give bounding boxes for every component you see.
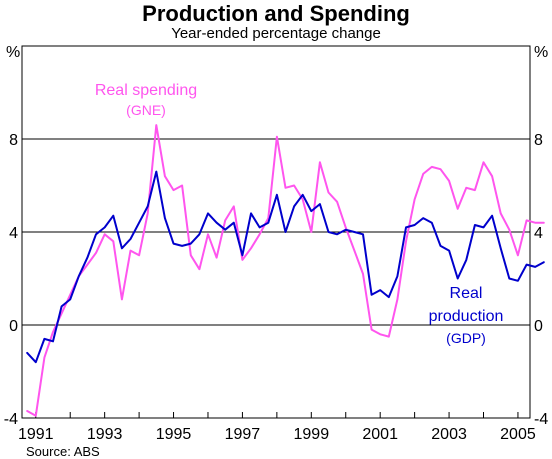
y-tick-label-right: -4	[534, 411, 548, 428]
chart-subtitle: Year-ended percentage change	[171, 25, 381, 42]
x-tick-label: 2001	[362, 426, 398, 443]
y-unit-right: %	[534, 44, 548, 61]
x-tick-label: 1993	[87, 426, 123, 443]
series-label-gne: Real spending	[95, 82, 197, 99]
x-tick-label: 1999	[294, 426, 330, 443]
series-line-gdp	[26, 170, 545, 364]
y-tick-label-left: 4	[9, 225, 18, 242]
y-tick-label-right: 4	[534, 225, 543, 242]
series-layer	[26, 124, 545, 417]
y-tick-labels-right: -4 0 4 8	[534, 132, 548, 428]
x-tick-label: 2003	[431, 426, 467, 443]
series-label-gdp-line2: production	[429, 308, 504, 325]
x-tick-marks	[35, 412, 519, 418]
y-tick-label-right: 8	[534, 132, 543, 149]
series-sublabel-gne: (GNE)	[126, 102, 166, 118]
y-unit-left: %	[6, 44, 20, 61]
y-tick-labels-left: -4 0 4 8	[4, 132, 18, 428]
x-tick-labels: 1991 1993 1995 1997 1999 2001 2003 2005	[18, 426, 536, 443]
x-tick-label: 2005	[500, 426, 536, 443]
y-tick-label-right: 0	[534, 318, 543, 335]
y-tick-label-left: -4	[4, 411, 18, 428]
chart-title: Production and Spending	[142, 1, 410, 26]
series-label-gdp: Real	[450, 285, 483, 302]
y-tick-label-left: 8	[9, 132, 18, 149]
series-sublabel-gdp: (GDP)	[446, 330, 486, 346]
plot-frame	[21, 45, 531, 419]
source-note: Source: ABS	[26, 444, 100, 459]
x-tick-label: 1997	[225, 426, 261, 443]
y-tick-label-left: 0	[9, 318, 18, 335]
x-tick-label: 1995	[156, 426, 192, 443]
series-line-gne	[26, 124, 545, 417]
x-tick-label: 1991	[18, 426, 54, 443]
